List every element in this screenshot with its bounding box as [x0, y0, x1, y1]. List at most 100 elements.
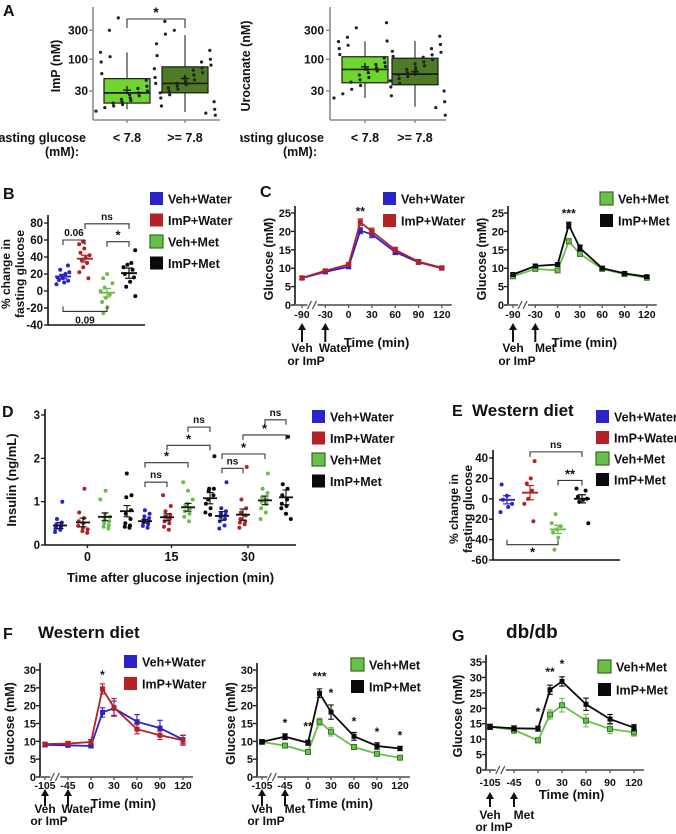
svg-text:Veh+Water: Veh+Water: [614, 411, 676, 425]
svg-text:ImP+Met: ImP+Met: [369, 681, 422, 695]
svg-text:>= 7.8: >= 7.8: [167, 131, 202, 145]
svg-text:Fasting glucose: Fasting glucose: [240, 131, 324, 145]
svg-text:Glucose (mM): Glucose (mM): [225, 682, 238, 765]
svg-text:30: 30: [108, 780, 120, 792]
svg-text:60: 60: [580, 777, 592, 789]
svg-text:60: 60: [389, 309, 401, 321]
svg-text:fasting glucose: fasting glucose: [13, 230, 27, 318]
svg-text:0: 0: [34, 540, 40, 552]
panel-a-boxplot-urocanate: 30 100 300 Urocanate (nM) < 7.8 >= 7.8 Fasting…: [229, 2, 502, 174]
svg-text:**: **: [356, 205, 366, 219]
svg-text:Glucose (mM): Glucose (mM): [262, 218, 276, 301]
svg-text:10: 10: [241, 736, 253, 748]
svg-text:5: 5: [247, 754, 253, 766]
svg-text:2: 2: [34, 453, 40, 465]
svg-text:< 7.8: < 7.8: [351, 131, 379, 145]
svg-text:0.09: 0.09: [75, 315, 95, 326]
svg-text:10: 10: [279, 263, 291, 275]
svg-text:Veh+Met: Veh+Met: [168, 236, 220, 250]
svg-text:Veh+Met: Veh+Met: [616, 661, 668, 675]
svg-text:-45: -45: [277, 780, 292, 792]
svg-text:-20: -20: [471, 514, 488, 526]
svg-text:300: 300: [68, 23, 88, 37]
svg-text:0: 0: [555, 309, 561, 321]
panel-letter-c: C: [260, 184, 272, 201]
svg-text:Veh: Veh: [502, 341, 523, 355]
svg-text:80: 80: [30, 218, 43, 230]
svg-text:ImP+Met: ImP+Met: [618, 215, 671, 229]
svg-text:Veh+Met: Veh+Met: [614, 453, 666, 467]
svg-text:*: *: [398, 729, 403, 743]
svg-text:20: 20: [492, 226, 504, 238]
svg-text:90: 90: [154, 780, 166, 792]
svg-text:-45: -45: [60, 780, 75, 792]
svg-text:ImP+Met: ImP+Met: [168, 257, 221, 271]
svg-text:**: **: [565, 466, 576, 481]
svg-text:0: 0: [305, 780, 311, 792]
svg-text:Met: Met: [535, 341, 556, 355]
svg-text:% change in: % change in: [447, 474, 461, 544]
svg-text:>= 7.8: >= 7.8: [397, 131, 432, 145]
svg-text:90: 90: [604, 777, 616, 789]
svg-text:0: 0: [285, 300, 291, 312]
panel-letter-g: G: [452, 628, 465, 645]
svg-text:*: *: [241, 440, 247, 455]
svg-text:or ImP: or ImP: [475, 820, 512, 834]
svg-text:30: 30: [366, 309, 378, 321]
svg-text:25: 25: [241, 683, 253, 695]
svg-text:*: *: [536, 705, 541, 719]
svg-text:Met: Met: [285, 802, 306, 816]
svg-text:ns: ns: [550, 440, 562, 451]
svg-text:Veh: Veh: [251, 802, 272, 816]
svg-text:5: 5: [285, 282, 291, 294]
svg-text:10: 10: [492, 263, 504, 275]
svg-text:Urocanate (nM): Urocanate (nM): [240, 21, 253, 112]
svg-text:Veh+Water: Veh+Water: [142, 656, 206, 670]
svg-text:40: 40: [30, 252, 43, 264]
panel-g-dbdb-linechart: 0 5 10 15 20 25 30 35 Glucose (mM) -105 -45 0 30 60 90…: [440, 605, 676, 834]
svg-text:300: 300: [304, 23, 324, 37]
svg-text:*: *: [329, 686, 334, 700]
svg-text:5: 5: [476, 750, 482, 762]
svg-text:30: 30: [24, 665, 36, 677]
svg-text:Veh+Met: Veh+Met: [330, 454, 382, 468]
chart-svg-b: -40 -20 0 20 40 60 80 % change in fasting glucos…: [0, 192, 233, 332]
svg-text:Glucose (mM): Glucose (mM): [3, 682, 17, 765]
svg-text:Time (min): Time (min): [344, 335, 410, 350]
panel-f-gtt-met-linechart: 0 5 10 15 20 25 30 Glucose (mM) -105 -45 0 30 60 90 12…: [224, 605, 440, 834]
svg-text:15: 15: [279, 245, 291, 257]
svg-text:*: *: [530, 545, 536, 560]
svg-text:10: 10: [24, 736, 36, 748]
svg-text:*: *: [560, 657, 565, 671]
svg-text:15: 15: [165, 550, 179, 564]
svg-text:30: 30: [75, 84, 89, 98]
svg-text:Veh+Water: Veh+Water: [168, 193, 232, 207]
svg-text:ns: ns: [101, 212, 113, 223]
svg-text:Glucose (mM): Glucose (mM): [475, 218, 489, 301]
svg-text:20: 20: [241, 701, 253, 713]
svg-text:*: *: [262, 421, 268, 436]
svg-text:-105: -105: [479, 777, 500, 789]
svg-text:100: 100: [304, 52, 324, 66]
svg-text:35: 35: [470, 657, 482, 669]
svg-text:0: 0: [88, 780, 94, 792]
svg-text:(mM):: (mM):: [283, 145, 317, 159]
svg-text:30: 30: [574, 309, 586, 321]
svg-text:60: 60: [596, 309, 608, 321]
svg-text:*: *: [186, 431, 192, 446]
svg-text:15: 15: [470, 719, 482, 731]
svg-text:60: 60: [348, 780, 360, 792]
svg-text:Time after glucose injection (: Time after glucose injection (min): [67, 570, 274, 585]
svg-text:*: *: [153, 4, 159, 20]
svg-text:Water: Water: [62, 802, 95, 816]
chart-svg-e: -60 -40 -20 0 20 40 % change in fasting glucose…: [447, 410, 676, 567]
svg-text:-40: -40: [471, 535, 488, 547]
svg-text:-90: -90: [294, 309, 309, 321]
svg-text:ImP (nM): ImP (nM): [49, 40, 63, 93]
svg-text:ImP+Water: ImP+Water: [142, 678, 207, 692]
panel-a-boxplot-imp: 30 100 300 ImP (nM) < 7.8 >= 7.8 * Fasting gluc…: [0, 2, 240, 174]
panel-letter-e: E: [452, 403, 463, 420]
svg-text:-30: -30: [318, 309, 333, 321]
svg-text:25: 25: [470, 688, 482, 700]
